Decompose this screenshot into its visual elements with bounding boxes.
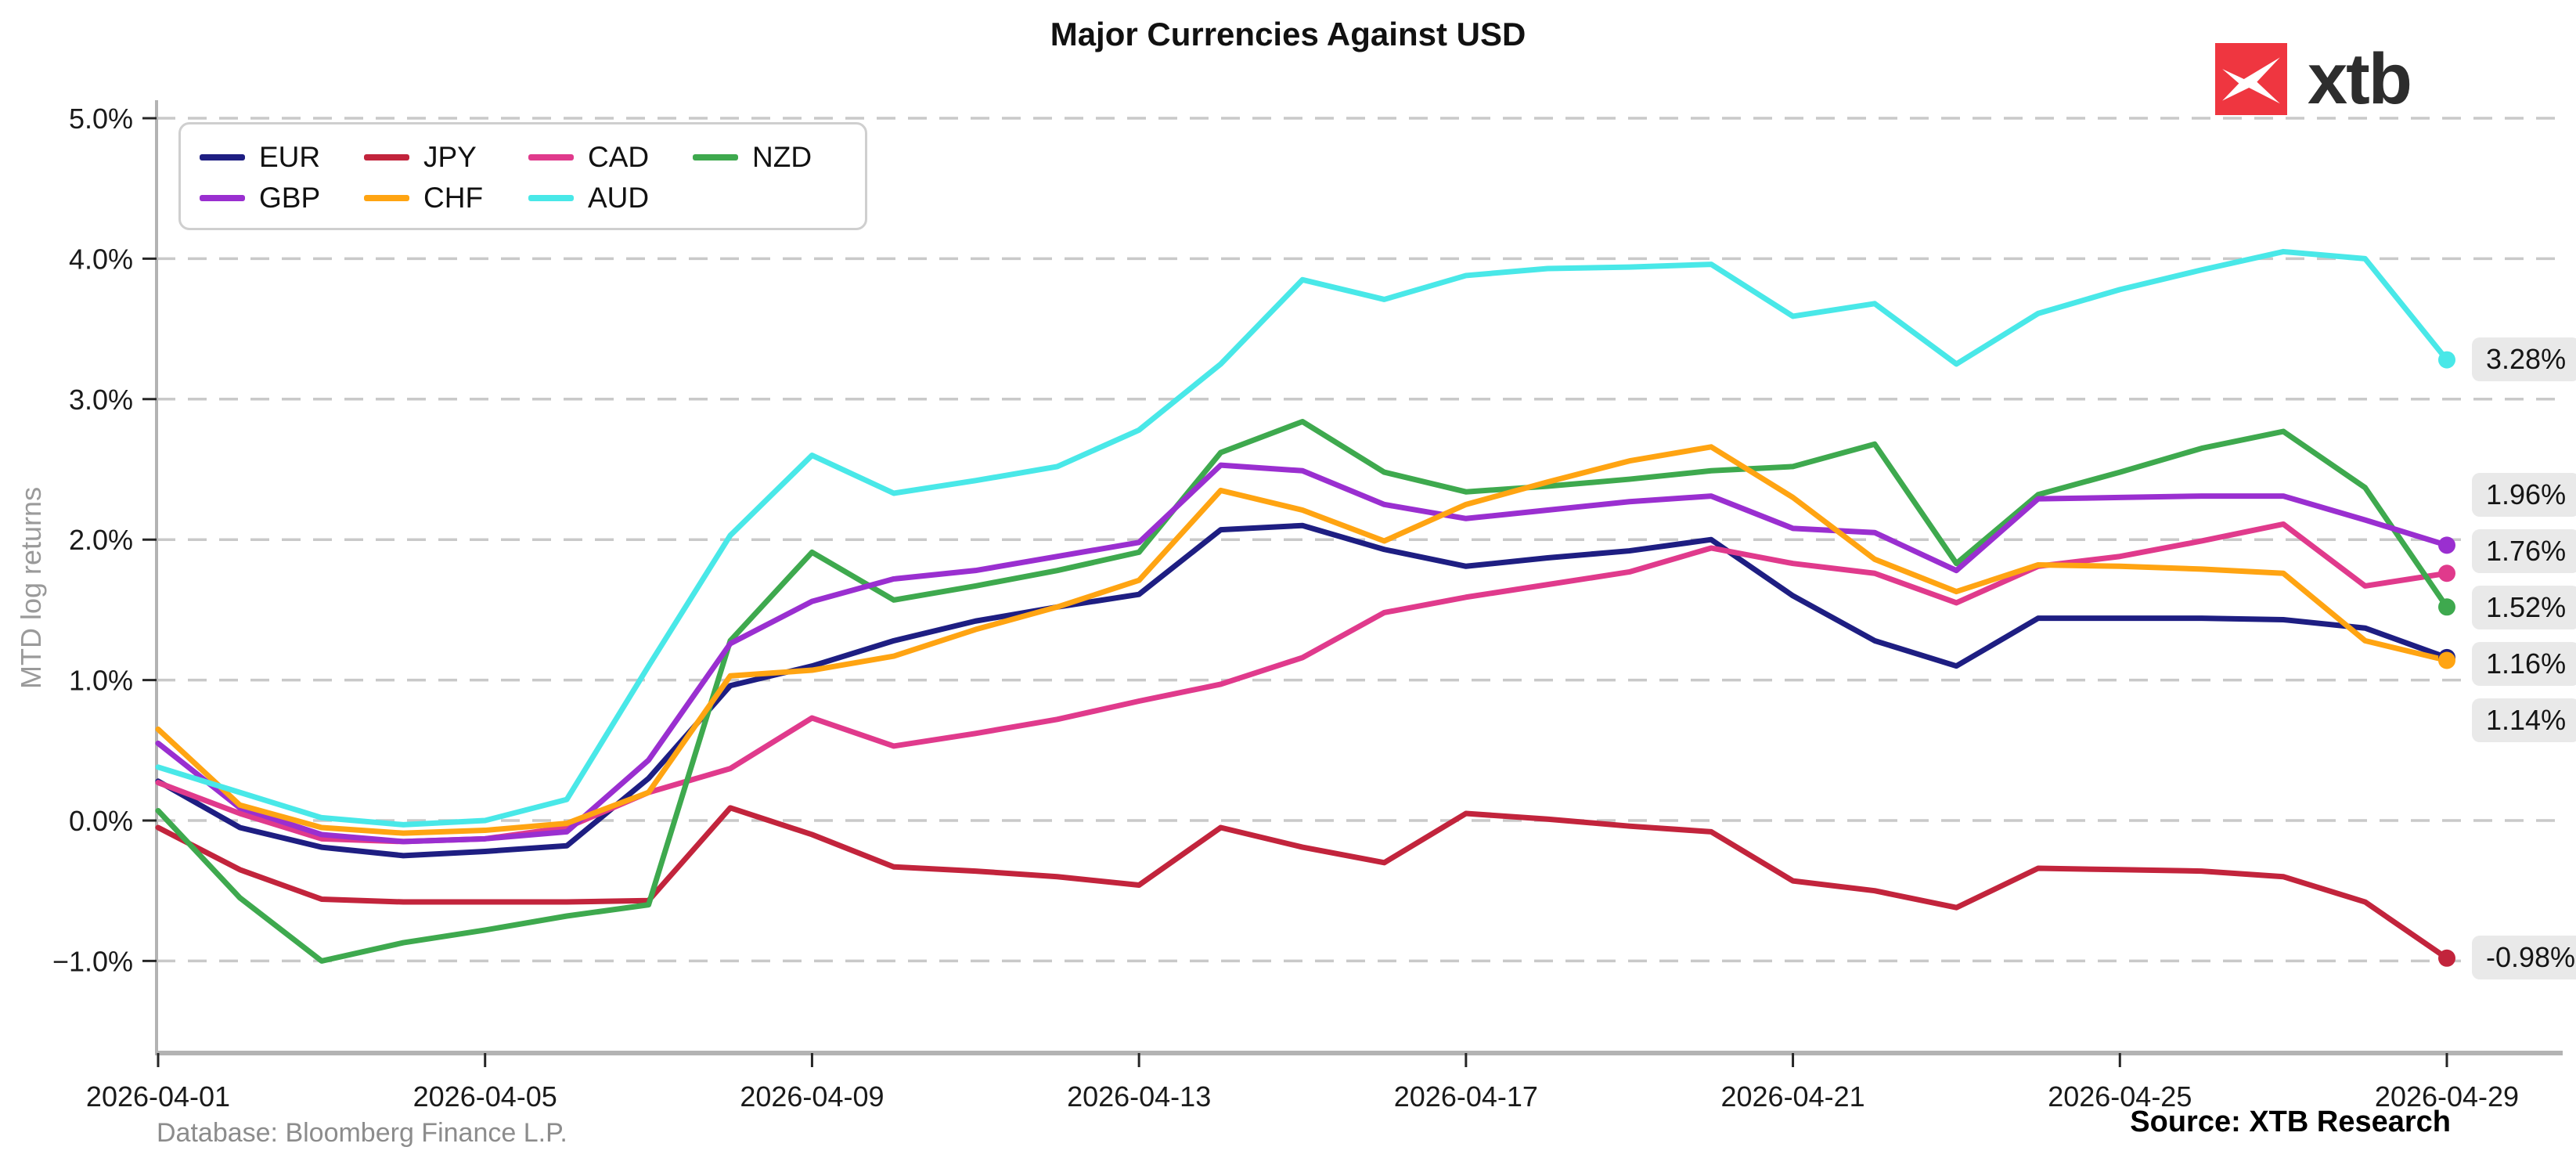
legend-item-nzd: NZD — [693, 137, 857, 178]
end-value-label-chf: 1.14% — [2472, 698, 2576, 743]
y-tick-label: 3.0% — [69, 384, 133, 416]
end-value-label-gbp: 1.96% — [2472, 473, 2576, 518]
y-tick-label: 1.0% — [69, 665, 133, 697]
legend-label: NZD — [752, 141, 812, 173]
y-tick-label: −1.0% — [52, 945, 133, 977]
x-tick-label: 2026-04-25 — [2048, 1080, 2192, 1113]
xtb-logo-text: xtb — [2308, 39, 2412, 119]
x-tick-label: 2026-04-29 — [2375, 1080, 2519, 1113]
footer-database-note: Database: Bloomberg Finance L.P. — [157, 1118, 567, 1148]
legend-label: CHF — [423, 182, 484, 214]
legend-label: GBP — [259, 182, 321, 214]
legend-swatch-eur — [200, 154, 245, 161]
footer-source-note: Source: XTB Research — [2130, 1105, 2451, 1138]
x-tick-label: 2026-04-17 — [1394, 1080, 1538, 1113]
series-endpoint-cad — [2438, 564, 2455, 582]
end-value-label-eur: 1.16% — [2472, 642, 2576, 687]
y-tick-label: 4.0% — [69, 243, 133, 275]
xtb-logo: xtb — [2215, 39, 2412, 119]
series-line-aud — [155, 248, 2450, 828]
chart-title: Major Currencies Against USD — [1050, 16, 1526, 52]
y-axis-ticks: 5.0% 4.0% 3.0% 2.0% 1.0% 0.0% −1.0% — [52, 103, 157, 977]
legend-swatch-chf — [364, 195, 409, 201]
series-endpoint-gbp — [2438, 536, 2455, 554]
legend-swatch-jpy — [364, 154, 409, 161]
end-value-label-aud: 3.28% — [2472, 337, 2576, 381]
legend-item-chf: CHF — [364, 178, 528, 218]
y-tick-label: 0.0% — [69, 805, 133, 837]
legend-label: CAD — [588, 141, 650, 173]
series-line-gbp — [155, 462, 2450, 845]
x-tick-label: 2026-04-09 — [740, 1080, 884, 1113]
series-line-chf — [155, 444, 2450, 836]
x-tick-label: 2026-04-13 — [1067, 1080, 1211, 1113]
series-line-jpy — [155, 805, 2450, 961]
legend: EUR JPY CAD NZD GBP CHF AUD — [178, 122, 867, 230]
legend-item-eur: EUR — [200, 137, 364, 178]
x-tick-label: 2026-04-01 — [86, 1080, 230, 1113]
series-endpoint-chf — [2438, 651, 2455, 669]
end-value-label-jpy: -0.98% — [2472, 935, 2576, 979]
legend-swatch-gbp — [200, 195, 245, 201]
series-line-cad — [155, 521, 2450, 845]
legend-item-cad: CAD — [528, 137, 693, 178]
legend-item-gbp: GBP — [200, 178, 364, 218]
legend-label: JPY — [423, 141, 477, 173]
end-value-label-nzd: 1.52% — [2472, 586, 2576, 630]
legend-item-aud: AUD — [528, 178, 693, 218]
series-line-eur — [155, 522, 2450, 859]
y-tick-label: 5.0% — [69, 103, 133, 135]
y-tick-label: 2.0% — [69, 524, 133, 556]
legend-label: EUR — [259, 141, 321, 173]
series-endpoint-jpy — [2438, 949, 2455, 967]
xtb-x-icon — [2222, 57, 2280, 104]
legend-swatch-aud — [528, 195, 574, 201]
legend-label: AUD — [588, 182, 650, 214]
x-tick-label: 2026-04-21 — [1720, 1080, 1864, 1113]
series-endpoints — [2438, 351, 2455, 967]
series-endpoint-nzd — [2438, 598, 2455, 616]
series-line-nzd — [155, 419, 2450, 964]
legend-swatch-cad — [528, 154, 574, 161]
x-tick-label: 2026-04-05 — [413, 1080, 557, 1113]
series-lines — [155, 248, 2450, 964]
end-value-label-cad: 1.76% — [2472, 529, 2576, 574]
y-axis-title: MTD log returns — [15, 487, 47, 689]
series-endpoint-aud — [2438, 351, 2455, 369]
legend-swatch-nzd — [693, 154, 738, 161]
x-axis-ticks: 2026-04-01 2026-04-05 2026-04-09 2026-04-13… — [86, 1053, 2519, 1113]
legend-item-jpy: JPY — [364, 137, 528, 178]
xtb-logo-mark-icon — [2215, 43, 2287, 115]
